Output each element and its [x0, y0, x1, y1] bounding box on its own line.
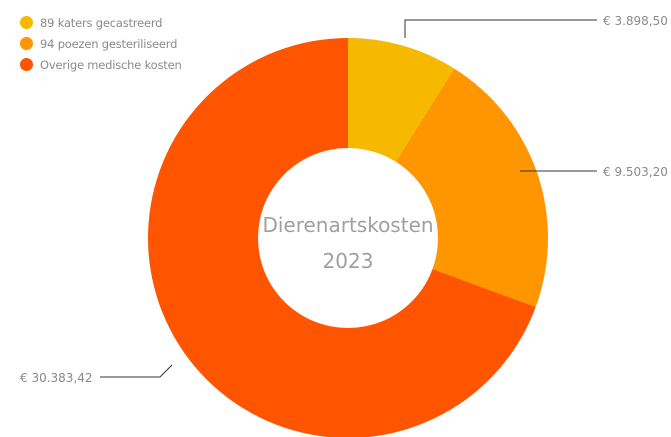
legend-label-overige: Overige medische kosten — [40, 57, 182, 72]
donut-hole — [258, 148, 438, 328]
legend-swatch-katers — [20, 16, 33, 29]
center-title-line1: Dierenartskosten — [262, 213, 433, 237]
legend-item-katers: 89 katers gecastreerd — [20, 12, 182, 33]
leader-line-overige — [100, 364, 173, 378]
leader-line-katers — [404, 19, 597, 38]
value-label-overige: € 30.383,42 — [20, 371, 93, 385]
center-title-line2: 2023 — [323, 249, 374, 273]
legend-label-poezen: 94 poezen gesteriliseerd — [40, 36, 178, 51]
chart-legend: 89 katers gecastreerd 94 poezen gesteril… — [20, 12, 182, 75]
legend-swatch-poezen — [20, 37, 33, 50]
legend-item-overige: Overige medische kosten — [20, 54, 182, 75]
legend-label-katers: 89 katers gecastreerd — [40, 15, 163, 30]
legend-swatch-overige — [20, 58, 33, 71]
legend-item-poezen: 94 poezen gesteriliseerd — [20, 33, 182, 54]
value-label-katers: € 3.898,50 — [603, 14, 668, 28]
value-label-poezen: € 9.503,20 — [603, 165, 668, 179]
